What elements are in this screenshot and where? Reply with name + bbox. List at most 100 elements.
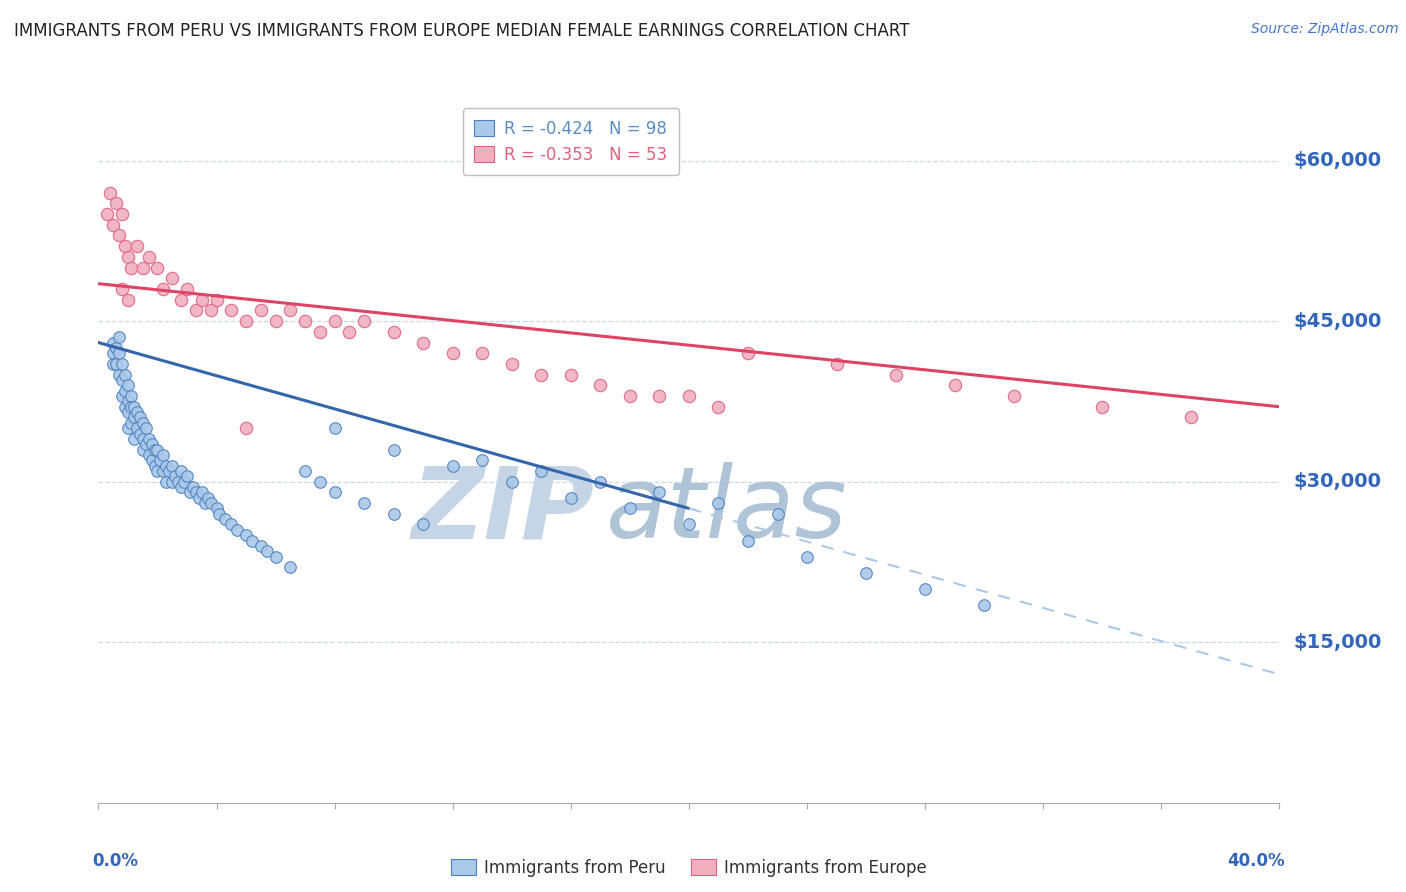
Point — [353, 496, 375, 510]
Point — [214, 512, 236, 526]
Point — [143, 458, 166, 473]
Point — [1180, 410, 1202, 425]
Point — [235, 528, 257, 542]
Point — [250, 303, 273, 318]
Point — [441, 346, 464, 360]
Point — [103, 357, 125, 371]
Point — [162, 271, 183, 285]
Point — [141, 437, 163, 451]
Point — [226, 523, 249, 537]
Point — [125, 421, 148, 435]
Point — [589, 378, 612, 392]
Point — [108, 346, 131, 360]
Point — [141, 453, 163, 467]
Point — [120, 260, 142, 275]
Point — [117, 405, 139, 419]
Point — [619, 389, 641, 403]
Point — [111, 282, 134, 296]
Point — [294, 464, 316, 478]
Point — [111, 207, 134, 221]
Point — [943, 378, 966, 392]
Point — [122, 410, 145, 425]
Point — [294, 314, 316, 328]
Point — [200, 303, 222, 318]
Point — [176, 282, 198, 296]
Point — [117, 378, 139, 392]
Point — [138, 250, 160, 264]
Point — [155, 475, 177, 489]
Point — [103, 218, 125, 232]
Text: IMMIGRANTS FROM PERU VS IMMIGRANTS FROM EUROPE MEDIAN FEMALE EARNINGS CORRELATIO: IMMIGRANTS FROM PERU VS IMMIGRANTS FROM … — [14, 22, 910, 40]
Point — [111, 389, 134, 403]
Point — [382, 507, 405, 521]
Point — [132, 442, 155, 457]
Point — [648, 485, 671, 500]
Point — [560, 491, 582, 505]
Point — [412, 335, 434, 350]
Point — [157, 464, 180, 478]
Point — [309, 475, 332, 489]
Point — [138, 448, 160, 462]
Point — [170, 480, 193, 494]
Point — [170, 293, 193, 307]
Legend: Immigrants from Peru, Immigrants from Europe: Immigrants from Peru, Immigrants from Eu… — [443, 850, 935, 885]
Point — [191, 485, 214, 500]
Point — [117, 421, 139, 435]
Point — [707, 400, 730, 414]
Point — [117, 250, 139, 264]
Point — [155, 458, 177, 473]
Point — [323, 421, 346, 435]
Point — [219, 517, 242, 532]
Point — [219, 303, 242, 318]
Point — [240, 533, 263, 548]
Point — [120, 416, 142, 430]
Point — [825, 357, 848, 371]
Point — [162, 475, 183, 489]
Point — [309, 325, 332, 339]
Point — [173, 475, 195, 489]
Point — [176, 469, 198, 483]
Point — [122, 400, 145, 414]
Text: 0.0%: 0.0% — [93, 852, 139, 870]
Point — [146, 260, 169, 275]
Point — [114, 239, 136, 253]
Point — [412, 517, 434, 532]
Text: 40.0%: 40.0% — [1227, 852, 1285, 870]
Point — [205, 293, 228, 307]
Point — [264, 549, 287, 564]
Point — [973, 598, 995, 612]
Point — [471, 453, 494, 467]
Point — [1002, 389, 1025, 403]
Text: atlas: atlas — [606, 462, 848, 559]
Point — [235, 314, 257, 328]
Point — [114, 400, 136, 414]
Point — [194, 496, 217, 510]
Point — [125, 239, 148, 253]
Point — [138, 432, 160, 446]
Point — [103, 346, 125, 360]
Point — [132, 260, 155, 275]
Point — [117, 394, 139, 409]
Text: $45,000: $45,000 — [1294, 311, 1382, 331]
Point — [278, 560, 302, 574]
Point — [264, 314, 287, 328]
Point — [589, 475, 612, 489]
Point — [181, 480, 204, 494]
Point — [103, 335, 125, 350]
Text: $15,000: $15,000 — [1294, 632, 1382, 652]
Point — [125, 405, 148, 419]
Point — [111, 373, 134, 387]
Point — [278, 303, 302, 318]
Point — [108, 330, 131, 344]
Point — [132, 432, 155, 446]
Point — [619, 501, 641, 516]
Point — [105, 357, 128, 371]
Point — [128, 426, 150, 441]
Point — [678, 389, 700, 403]
Point — [98, 186, 121, 200]
Point — [149, 453, 172, 467]
Point — [471, 346, 494, 360]
Point — [441, 458, 464, 473]
Point — [135, 421, 157, 435]
Point — [165, 469, 187, 483]
